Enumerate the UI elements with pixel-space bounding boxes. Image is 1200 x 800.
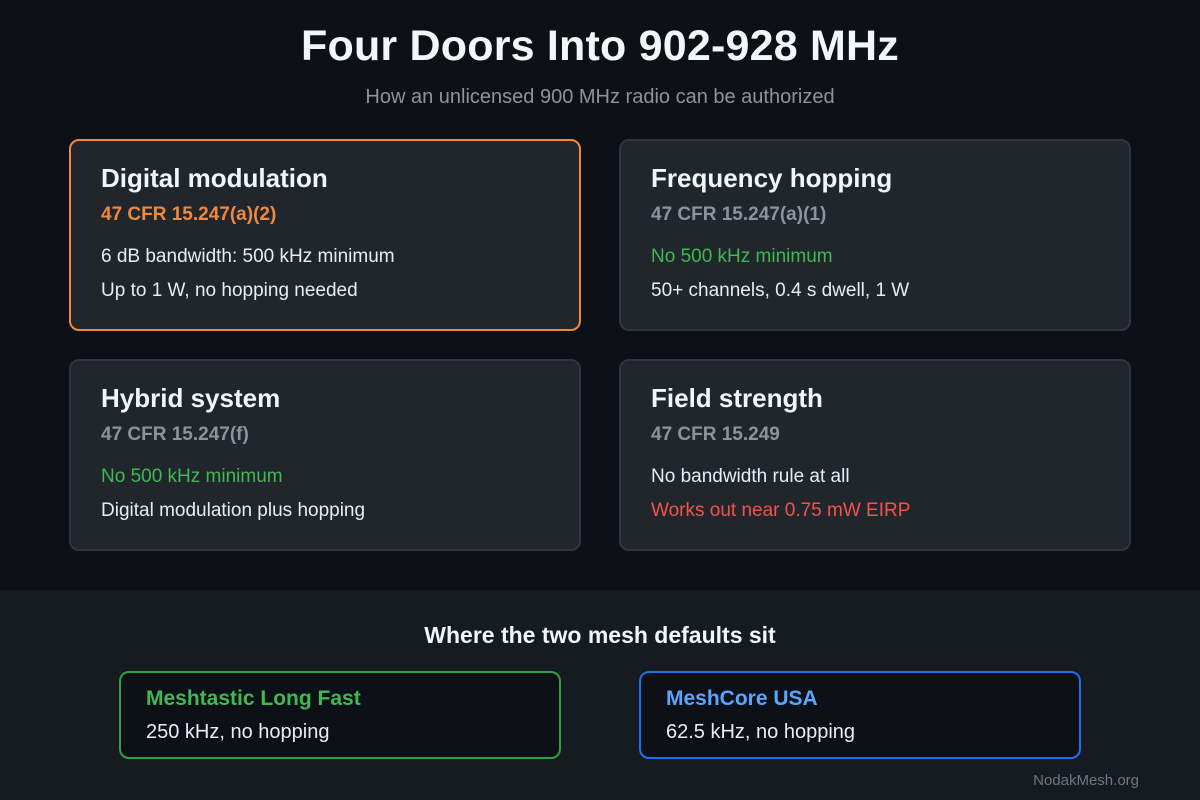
card-line-1: No 500 kHz minimum (651, 246, 833, 267)
card-line-2: Up to 1 W, no hopping needed (101, 280, 358, 301)
card-rule: 47 CFR 15.249 (651, 424, 780, 445)
card-line-1: 6 dB bandwidth: 500 kHz minimum (101, 246, 395, 267)
page-title: Four Doors Into 902-928 MHz (301, 22, 899, 70)
card-line-1: No 500 kHz minimum (101, 466, 283, 487)
card-frequency-hopping: Frequency hopping 47 CFR 15.247(a)(1) No… (619, 139, 1131, 331)
card-title: Digital modulation (101, 163, 328, 193)
page-subtitle: How an unlicensed 900 MHz radio can be a… (365, 86, 835, 108)
card-rule: 47 CFR 15.247(a)(2) (101, 204, 277, 225)
card-line-2: Works out near 0.75 mW EIRP (651, 500, 911, 521)
site-credit: NodakMesh.org (1033, 772, 1139, 789)
mesh-card-meshcore: MeshCore USA 62.5 kHz, no hopping (639, 671, 1081, 759)
card-hybrid-system: Hybrid system 47 CFR 15.247(f) No 500 kH… (69, 359, 581, 551)
mesh-card-detail: 62.5 kHz, no hopping (666, 721, 856, 743)
card-rule: 47 CFR 15.247(a)(1) (651, 204, 827, 225)
card-title: Hybrid system (101, 383, 281, 413)
card-rule: 47 CFR 15.247(f) (101, 424, 249, 445)
card-title: Field strength (651, 383, 823, 413)
mesh-card-detail: 250 kHz, no hopping (146, 721, 330, 743)
card-line-1: No bandwidth rule at all (651, 466, 850, 487)
card-digital-modulation: Digital modulation 47 CFR 15.247(a)(2) 6… (69, 139, 581, 331)
card-line-2: 50+ channels, 0.4 s dwell, 1 W (651, 280, 910, 301)
mesh-card-title: MeshCore USA (666, 687, 818, 710)
mesh-card-title: Meshtastic Long Fast (146, 687, 361, 710)
card-field-strength: Field strength 47 CFR 15.249 No bandwidt… (619, 359, 1131, 551)
mesh-section-title: Where the two mesh defaults sit (424, 622, 776, 648)
card-line-2: Digital modulation plus hopping (101, 500, 366, 521)
mesh-card-meshtastic: Meshtastic Long Fast 250 kHz, no hopping (119, 671, 561, 759)
card-title: Frequency hopping (651, 163, 893, 193)
